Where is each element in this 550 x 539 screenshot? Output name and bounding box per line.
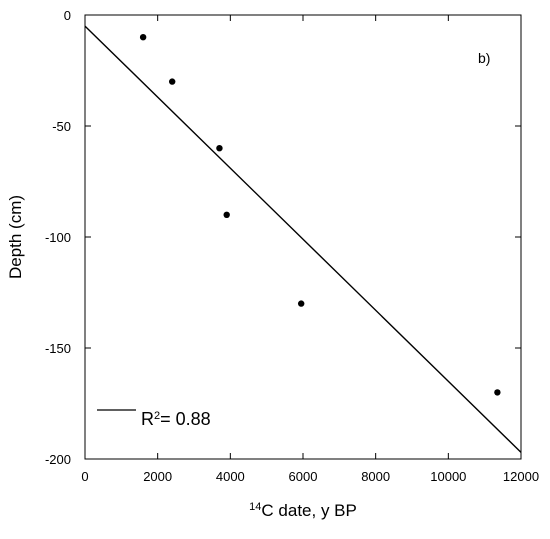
regression-line [84, 25, 522, 453]
regression-line-group [84, 25, 522, 453]
data-point [139, 34, 147, 41]
x-tick-label: 2000 [143, 469, 172, 484]
data-point [494, 389, 501, 396]
y-tick-label: -150 [45, 341, 71, 356]
data-points-group [139, 34, 501, 396]
data-point [223, 211, 230, 218]
y-axis-ticks: 0 -50 -100 -150 -200 [45, 8, 521, 467]
legend-label-prefix: R [141, 409, 154, 429]
x-axis-title-superscript: 14 [249, 501, 261, 513]
y-tick-label: 0 [64, 8, 71, 23]
x-tick-label: 8000 [361, 469, 390, 484]
x-axis-ticks: 0 2000 4000 6000 8000 10000 12000 [81, 15, 539, 484]
legend: R2= 0.88 [97, 409, 211, 429]
x-tick-label: 4000 [216, 469, 245, 484]
x-tick-label: 6000 [289, 469, 318, 484]
x-tick-label: 0 [81, 469, 88, 484]
y-tick-label: -100 [45, 230, 71, 245]
x-axis-title-text: C date, y BP [261, 501, 356, 520]
x-tick-label: 12000 [503, 469, 539, 484]
y-tick-label: -50 [52, 119, 71, 134]
data-point [216, 145, 223, 152]
legend-label-superscript: 2 [154, 410, 160, 422]
legend-label-suffix: = 0.88 [160, 409, 211, 429]
plot-frame [84, 14, 522, 460]
x-axis-title: 14C date, y BP [249, 501, 357, 520]
legend-label: R2= 0.88 [141, 409, 211, 429]
data-point [297, 300, 305, 307]
panel-label: b) [478, 50, 490, 66]
x-tick-label: 10000 [430, 469, 466, 484]
y-tick-label: -200 [45, 452, 71, 467]
y-axis-title: Depth (cm) [6, 195, 25, 279]
data-point [169, 78, 176, 85]
